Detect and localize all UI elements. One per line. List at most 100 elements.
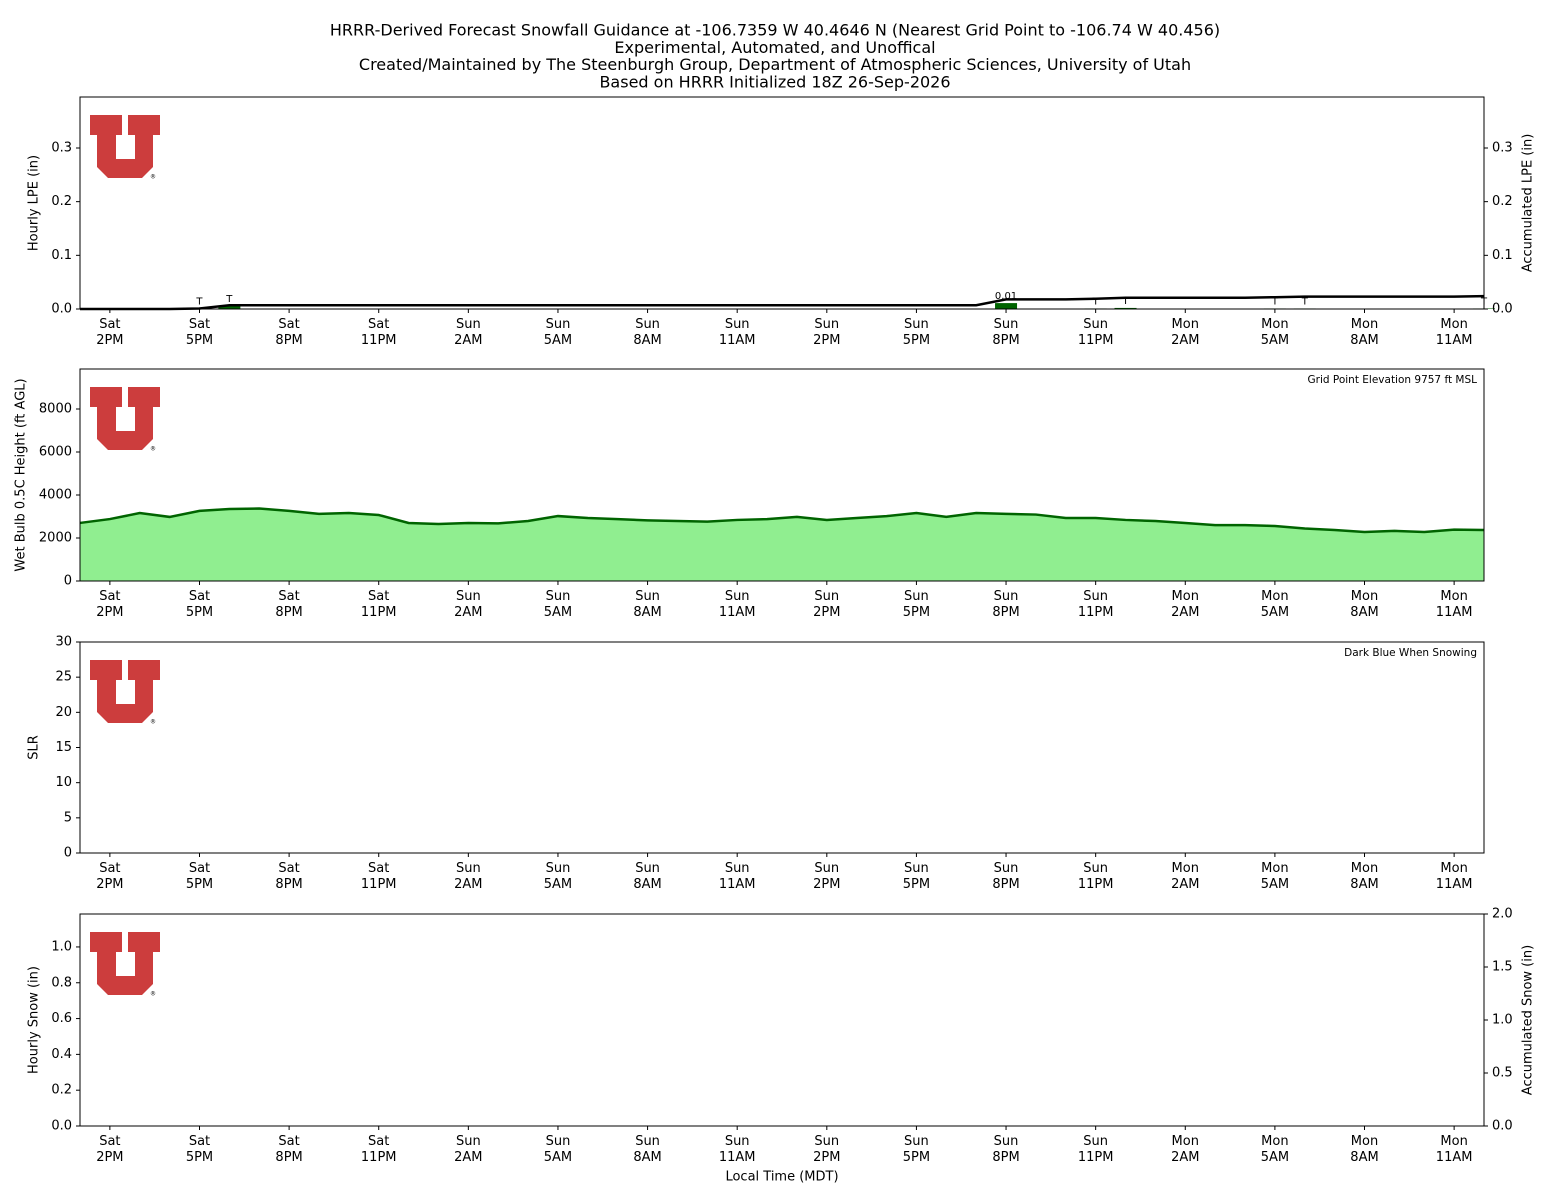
x-tick-label: Sun 8AM	[633, 1134, 662, 1165]
plot-area	[80, 642, 1484, 853]
x-tick-label: Mon 8AM	[1350, 317, 1379, 348]
bar	[995, 303, 1018, 309]
x-tick-label: Mon 8AM	[1350, 589, 1379, 620]
logo-mark: ®	[150, 719, 156, 726]
x-tick-label: Sun 11PM	[1077, 861, 1114, 892]
axes-frame	[79, 96, 1485, 310]
y-tick-label: 20	[55, 705, 72, 720]
y2-axis-label: Accumulated LPE (in)	[1521, 134, 1536, 273]
x-tick-label: Sun 2AM	[454, 317, 483, 348]
x-tick-label: Sat 11PM	[360, 317, 397, 348]
x-tick-label: Sun 8AM	[633, 861, 662, 892]
y-axis-label: Wet Bulb 0.5C Height (ft AGL)	[14, 378, 29, 571]
value-label: T	[195, 296, 203, 307]
x-tick-label: Sat 8PM	[275, 317, 303, 348]
y-tick-label: 0.5	[1492, 1066, 1513, 1081]
x-tick-label: Sun 8PM	[992, 1134, 1020, 1165]
x-tick-label: Sat 5PM	[185, 317, 214, 348]
y-tick-label: 0.1	[51, 248, 72, 263]
x-axis-label: Local Time (MDT)	[725, 1170, 838, 1185]
x-tick-label: Sun 11AM	[718, 861, 756, 892]
y-axis-label: Hourly LPE (in)	[27, 155, 42, 251]
bar	[1114, 307, 1137, 309]
x-tick-label: Sun 5AM	[543, 589, 573, 620]
x-tick-label: Sun 2PM	[813, 1134, 841, 1165]
y-tick-label: 0.0	[1492, 302, 1513, 317]
x-tick-label: Sun 11PM	[1077, 589, 1114, 620]
line	[80, 294, 1485, 311]
x-tick-label: Mon 5AM	[1260, 861, 1290, 892]
x-tick-label: Mon 2AM	[1171, 317, 1200, 348]
y-tick-label: 8000	[39, 401, 72, 416]
y-tick-label: 0.3	[51, 140, 72, 155]
x-tick-label: Sat 8PM	[275, 589, 303, 620]
axes-frame	[79, 368, 1485, 582]
x-tick-label: Sun 5AM	[543, 861, 573, 892]
x-tick-label: Sat 11PM	[360, 861, 397, 892]
x-tick-label: Sat 2PM	[96, 589, 124, 620]
y-tick-label: 0.0	[51, 1119, 72, 1134]
x-tick-label: Mon 2AM	[1171, 1134, 1200, 1165]
x-tick-label: Sun 11AM	[718, 317, 756, 348]
x-tick-label: Sun 5PM	[902, 1134, 931, 1165]
x-tick-label: Sat 2PM	[96, 317, 124, 348]
y-tick-label: 0.8	[51, 975, 72, 990]
y-tick-label: 6000	[39, 444, 72, 459]
x-tick-label: Sun 11PM	[1077, 1134, 1114, 1165]
x-tick-label: Mon 11AM	[1435, 1134, 1473, 1165]
x-tick-label: Sun 8AM	[633, 589, 662, 620]
y-axis-label: Hourly Snow (in)	[27, 966, 42, 1074]
x-tick-label: Sun 2AM	[454, 589, 483, 620]
x-tick-label: Sun 8AM	[633, 317, 662, 348]
x-tick-label: Mon 2AM	[1171, 589, 1200, 620]
x-tick-label: Sun 5PM	[902, 317, 931, 348]
y-tick-label: 4000	[39, 487, 72, 502]
x-tick-label: Sun 2AM	[454, 861, 483, 892]
y-tick-label: 10	[55, 775, 72, 790]
y-tick-label: 0.6	[51, 1011, 72, 1026]
x-tick-label: Mon 2AM	[1171, 861, 1200, 892]
y2-axis-label: Accumulated Snow (in)	[1521, 945, 1536, 1095]
x-tick-label: Sat 5PM	[185, 589, 214, 620]
x-tick-label: Mon 5AM	[1260, 589, 1290, 620]
logo-mark: ®	[150, 991, 156, 998]
value-label: T	[1301, 296, 1309, 307]
x-tick-label: Sat 5PM	[185, 861, 214, 892]
y-tick-label: 0.0	[1492, 1119, 1513, 1134]
x-tick-label: Sun 8PM	[992, 589, 1020, 620]
x-tick-label: Sun 5PM	[902, 589, 931, 620]
x-tick-label: Mon 8AM	[1350, 861, 1379, 892]
x-tick-label: Sun 5PM	[902, 861, 931, 892]
x-tick-label: Sat 2PM	[96, 1134, 124, 1165]
bar	[218, 305, 241, 309]
annotation: Dark Blue When Snowing	[1344, 647, 1477, 659]
x-tick-label: Sun 8PM	[992, 861, 1020, 892]
x-tick-label: Sun 11PM	[1077, 317, 1114, 348]
x-tick-label: Sat 11PM	[360, 1134, 397, 1165]
value-label: T	[1271, 296, 1279, 307]
y-tick-label: 5	[64, 810, 72, 825]
x-tick-label: Sat 8PM	[275, 1134, 303, 1165]
x-tick-label: Sun 2PM	[813, 861, 841, 892]
y-axis-label: SLR	[27, 735, 42, 760]
logo-mark: ®	[150, 446, 156, 453]
logo-mark: ®	[150, 174, 156, 181]
x-tick-label: Sun 5AM	[543, 1134, 573, 1165]
value-label: T	[225, 294, 233, 305]
line	[79, 507, 1485, 534]
y-tick-label: 1.0	[51, 939, 72, 954]
x-tick-label: Mon 11AM	[1435, 861, 1473, 892]
y-tick-label: 0.2	[1492, 194, 1513, 209]
y-tick-label: 0.2	[51, 194, 72, 209]
y-tick-label: 0	[64, 846, 72, 861]
x-tick-label: Sat 8PM	[275, 861, 303, 892]
y-tick-label: 1.5	[1492, 960, 1513, 975]
title-line: Experimental, Automated, and Unoffical	[614, 38, 935, 57]
x-tick-label: Mon 11AM	[1435, 589, 1473, 620]
value-label: T	[1092, 296, 1100, 307]
plot-area	[80, 97, 1484, 309]
y-tick-label: 0	[64, 574, 72, 589]
annotation: Grid Point Elevation 9757 ft MSL	[1308, 374, 1478, 386]
